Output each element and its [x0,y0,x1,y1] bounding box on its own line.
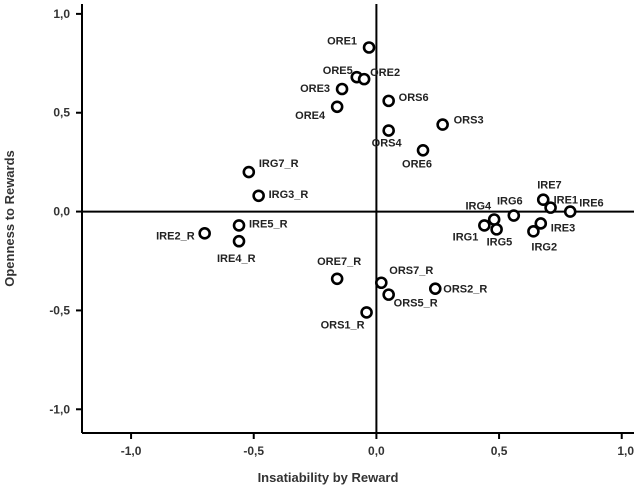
data-point-marker [232,219,246,232]
data-points: ORE1 ORE5 ORE2 ORE3 ORE4 ORS6 ORS3 ORS4 ORE6 IRG7… [156,35,604,331]
data-point-label: IRE6 [579,198,603,210]
data-point-label: IRG1 [453,231,479,243]
y-tick-label: -0,5 [49,303,70,317]
data-point-marker [544,201,557,214]
y-tick-label: 0,5 [53,106,70,120]
data-point-label: ORS4 [372,138,403,150]
data-point-label: ORS2_R [443,284,487,296]
axis-ticks: 1,0 0,5 0,0 -0,5 -1,0 -1,0 -0,5 0,0 0,5 1,0 [49,7,634,458]
data-point-marker [362,41,376,54]
plot-frame [81,4,634,434]
data-point-marker [507,209,521,222]
data-point-label: IRE4_R [217,253,256,265]
data-point-label: IRG5 [487,236,513,248]
data-point-label: IRG3_R [269,189,309,201]
data-point-marker [478,219,491,232]
data-point-label: IRE5_R [249,218,288,230]
data-point-marker [382,288,395,301]
x-axis-title: Insatiability by Reward [258,470,399,485]
data-point-label: IRE7 [537,180,561,192]
data-point-label: IRE3 [551,222,575,234]
data-point-marker [527,225,540,238]
data-point-marker [534,217,548,230]
data-point-label: ORS1_R [321,319,365,331]
y-axis-title: Openness to Rewards [2,150,17,287]
data-point-marker [375,276,388,290]
data-point-label: IRG2 [531,241,557,253]
y-tick-label: 1,0 [53,7,70,21]
data-point-label: ORE1 [327,35,357,47]
data-point-marker [330,272,344,286]
data-point-label: ORE5 [323,65,353,77]
data-point-label: ORE2 [370,67,400,79]
data-point-label: IRG6 [497,196,523,208]
data-point-marker [416,143,430,157]
data-point-marker [436,118,449,131]
data-point-label: ORS6 [399,92,429,104]
data-point-marker [487,213,501,226]
x-tick-label: 1,0 [617,444,634,458]
data-point-label: ORS3 [454,115,484,127]
data-point-marker [198,227,211,240]
data-point-label: IRE1 [554,195,578,207]
data-point-marker [357,72,371,86]
data-point-marker [330,100,344,114]
data-point-marker [232,234,246,248]
y-tick-label: -1,0 [49,402,70,416]
x-tick-label: 0,0 [368,444,385,458]
data-point-marker [242,165,256,179]
data-point-label: IRE2_R [156,230,195,242]
data-point-marker [335,82,349,96]
x-tick-label: -1,0 [121,444,142,458]
data-point-label: ORE7_R [317,256,361,268]
data-point-marker [382,124,395,137]
data-point-label: IRG7_R [259,158,299,170]
data-point-label: ORE4 [295,110,326,122]
data-point-label: ORS7_R [389,265,433,277]
x-tick-label: -0,5 [243,444,264,458]
data-point-marker [536,193,550,207]
data-point-label: ORE6 [402,158,432,170]
data-point-marker [490,223,503,236]
data-point-label: ORS5_R [394,298,438,310]
data-point-label: ORE3 [300,83,330,95]
data-point-marker [252,189,265,203]
data-point-marker [428,282,442,295]
data-point-marker [563,205,577,218]
y-tick-label: 0,0 [53,205,70,219]
x-tick-label: 0,5 [491,444,508,458]
data-point-marker [382,94,395,108]
data-point-label: IRG4 [465,200,492,212]
data-point-marker [360,306,373,319]
